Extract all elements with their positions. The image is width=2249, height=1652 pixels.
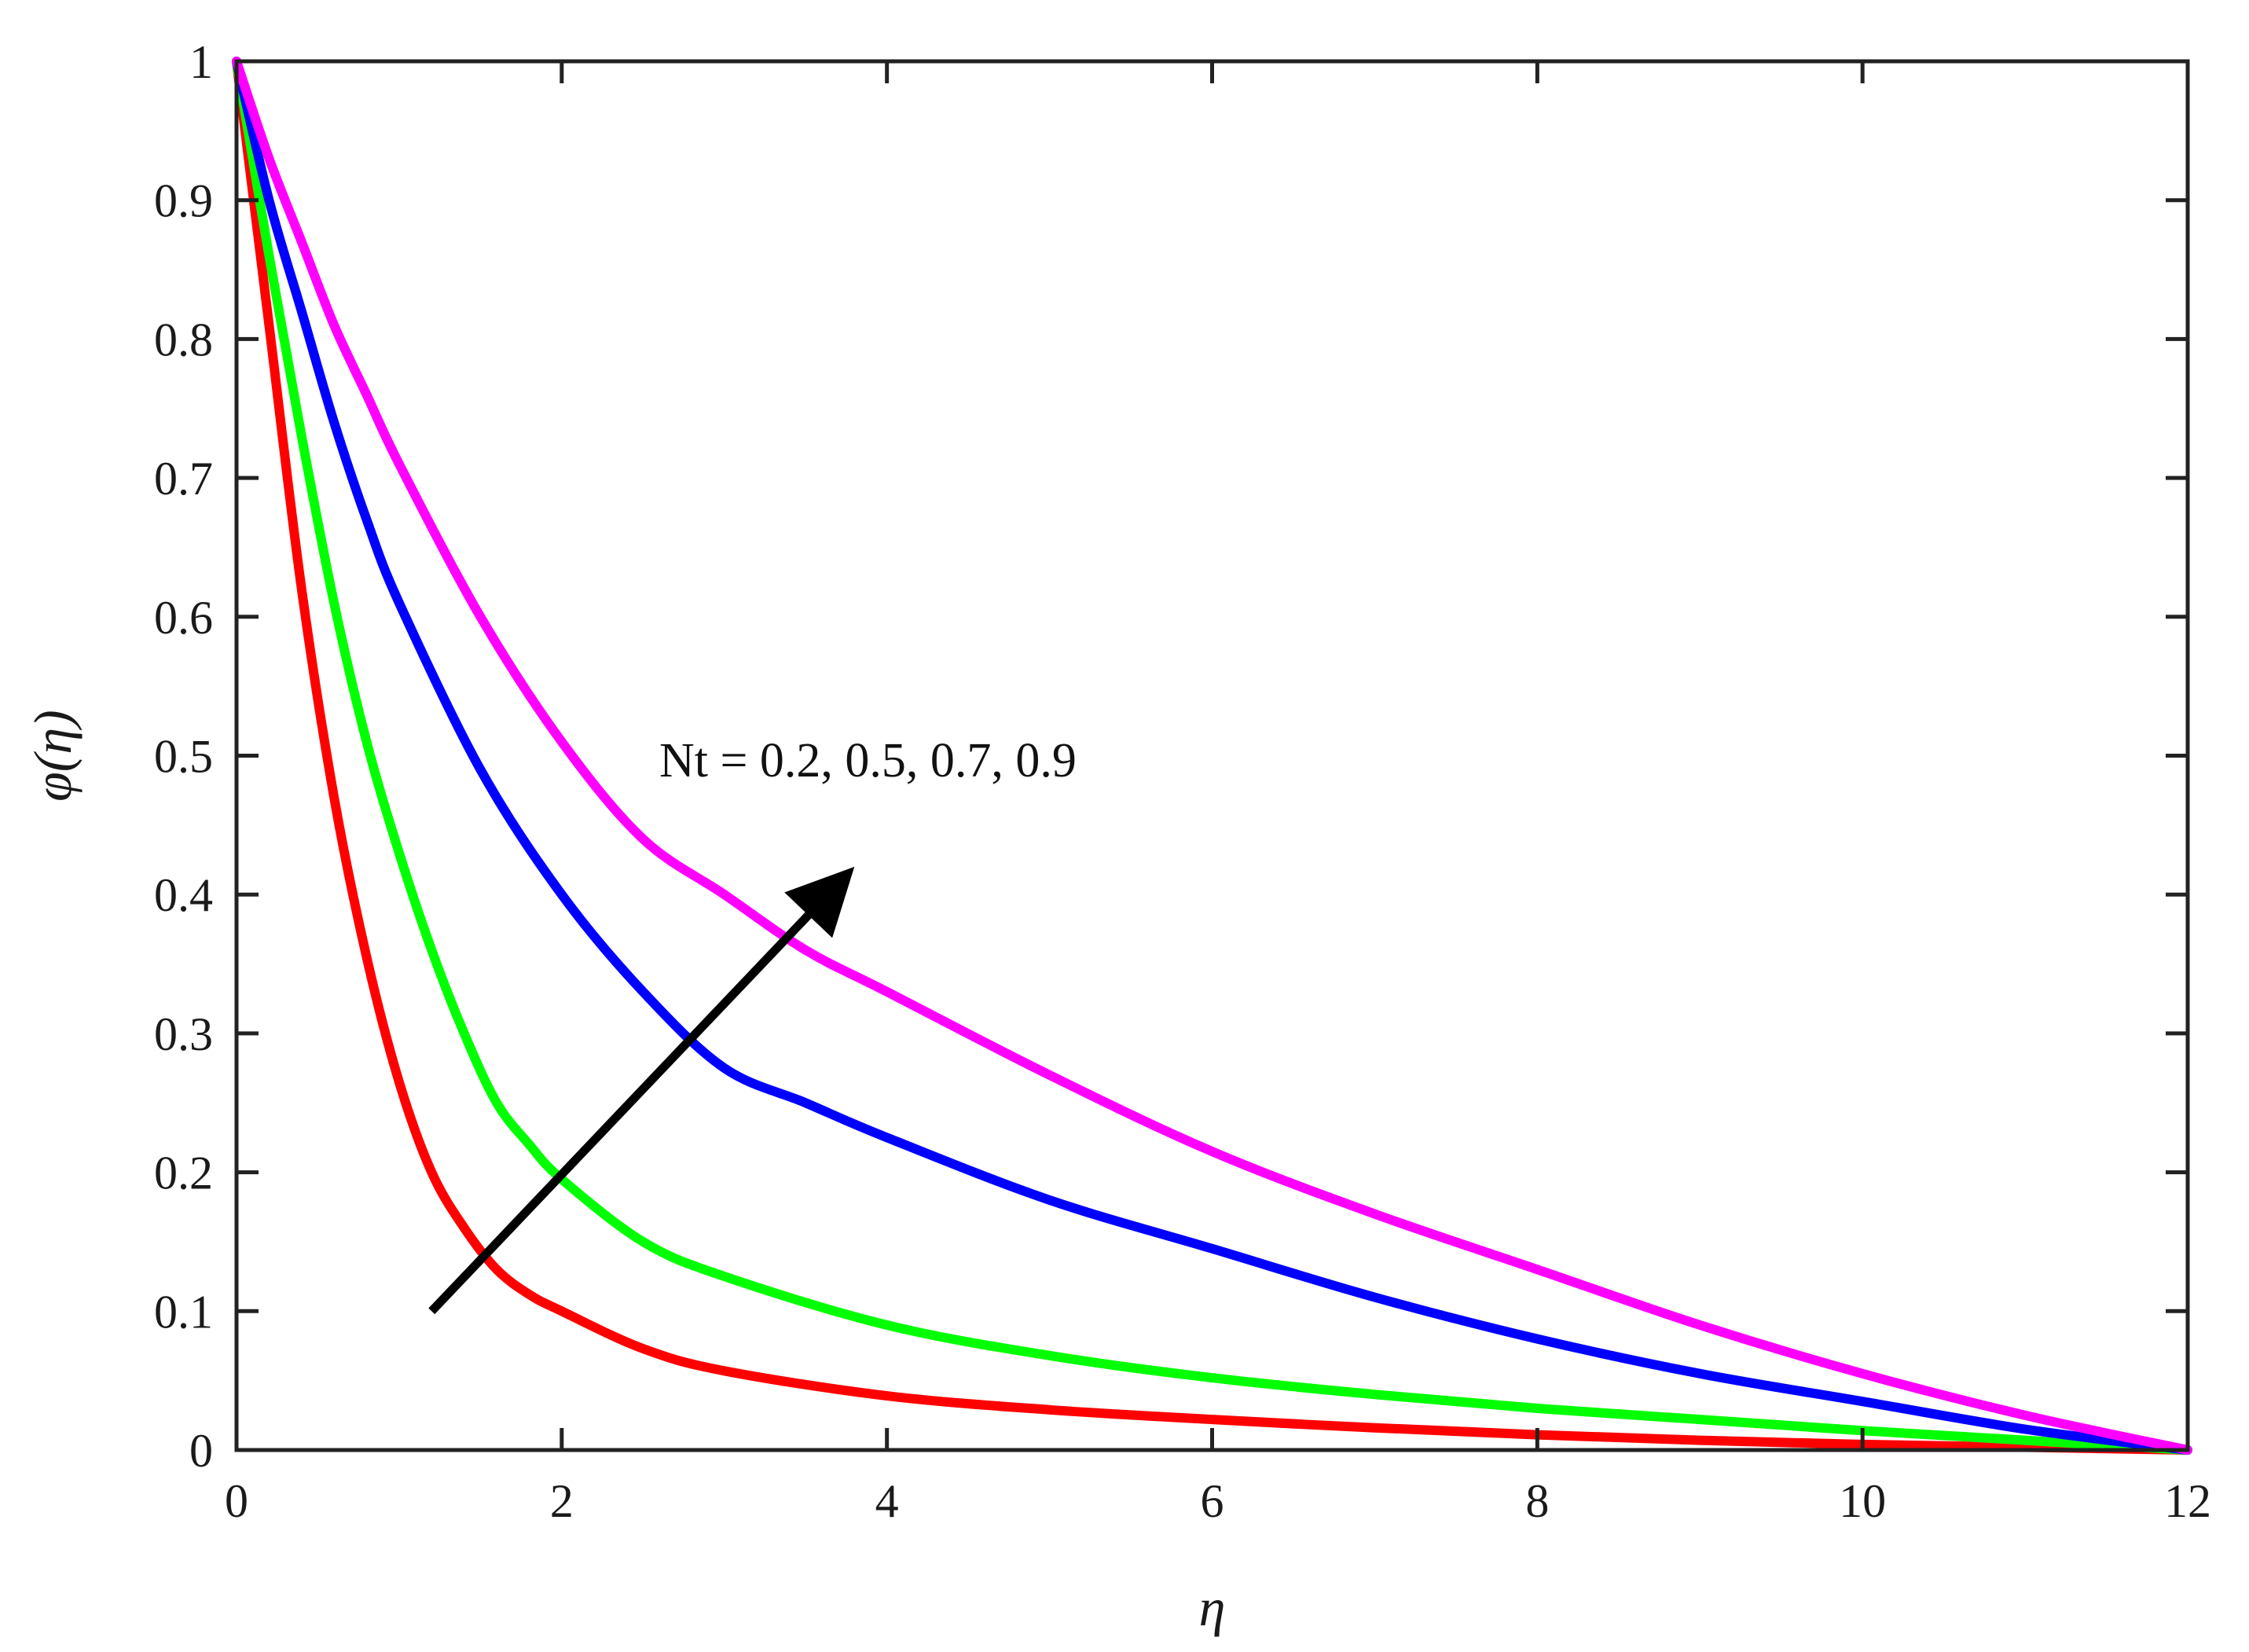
x-tick-label: 6 <box>1201 1475 1224 1527</box>
y-tick-label: 0.6 <box>154 592 213 644</box>
y-tick-label: 0 <box>189 1425 213 1477</box>
annotation-arrow-shaft <box>428 906 817 1315</box>
axis-ticks <box>234 59 2190 1452</box>
series-line-3 <box>232 57 2192 1455</box>
series-line-1 <box>232 57 2192 1455</box>
plot-series <box>232 57 2192 1455</box>
y-tick-label: 0.5 <box>154 731 213 783</box>
x-tick-label: 12 <box>2164 1475 2211 1527</box>
y-tick-label: 0.1 <box>154 1286 213 1338</box>
x-tick-label: 4 <box>875 1475 899 1527</box>
x-tick-label: 10 <box>1839 1475 1886 1527</box>
annotation-arrow-head <box>784 866 855 938</box>
annotation-text: Nt = 0.2, 0.5, 0.7, 0.9 <box>659 734 1077 787</box>
series-line-4 <box>232 57 2192 1455</box>
y-tick-label: 0.2 <box>154 1147 213 1199</box>
series-line-2 <box>232 57 2192 1455</box>
y-tick-label: 0.4 <box>154 869 213 921</box>
x-axis-label: η <box>1199 1577 1226 1637</box>
y-tick-label: 1 <box>189 36 213 88</box>
y-tick-label: 0.7 <box>154 453 213 505</box>
x-tick-label: 2 <box>550 1475 574 1527</box>
y-tick-label: 0.3 <box>154 1008 213 1060</box>
y-tick-label: 0.9 <box>154 175 213 227</box>
annotation-group: Nt = 0.2, 0.5, 0.7, 0.9 <box>428 734 1077 1315</box>
y-tick-label: 0.8 <box>154 314 213 365</box>
x-tick-label: 0 <box>225 1475 248 1527</box>
axis-tick-labels: 0 2 4 6 8 10 12 0 0.1 0.2 0.3 0.4 0.5 0.6 0.7 0.8 0.9 1 <box>154 36 2211 1527</box>
y-axis-label: φ(η) <box>23 710 83 802</box>
x-tick-label: 8 <box>1525 1475 1549 1527</box>
